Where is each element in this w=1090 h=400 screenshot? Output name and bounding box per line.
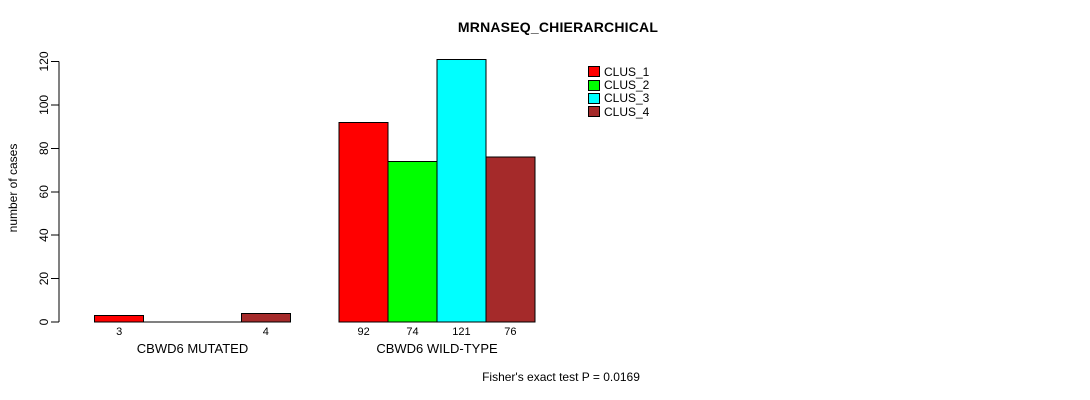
bar-value-label: 4	[263, 326, 269, 338]
bar-clus_3-group-1	[436, 58, 487, 323]
group-label: CBWD6 MUTATED	[137, 341, 248, 356]
y-tick-label: 120	[37, 51, 51, 71]
bar-value-label: 74	[406, 326, 418, 338]
bar-clus_1-group-0	[94, 314, 145, 323]
bar-value-label: 121	[452, 326, 470, 338]
bar-clus_1-group-1	[338, 121, 389, 323]
y-tick-label: 40	[37, 228, 51, 242]
legend-swatch-clus-4-icon	[588, 106, 600, 118]
y-tick-label: 100	[37, 95, 51, 115]
bar-value-label: 76	[504, 326, 516, 338]
legend-label-clus-1: CLUS_1	[604, 64, 650, 79]
legend-item-clus-4: CLUS_4	[588, 105, 649, 118]
legend-item-clus-3: CLUS_3	[588, 92, 649, 105]
legend-swatch-clus-1-icon	[588, 66, 600, 78]
legend: CLUS_1 CLUS_2 CLUS_3 CLUS_4	[588, 65, 649, 119]
pvalue-annotation: Fisher's exact test P = 0.0169	[482, 370, 640, 384]
legend-label-clus-2: CLUS_2	[604, 78, 650, 93]
legend-label-clus-3: CLUS_3	[604, 91, 650, 106]
bar-value-label: 92	[358, 326, 370, 338]
bar-clus_2-group-1	[387, 160, 438, 323]
chart-title: MRNASEQ_CHIERARCHICAL	[457, 19, 659, 35]
y-tick-label: 60	[37, 185, 51, 199]
y-tick-label: 20	[37, 272, 51, 286]
legend-item-clus-1: CLUS_1	[588, 65, 649, 78]
legend-swatch-clus-3-icon	[588, 92, 600, 104]
y-tick-label: 80	[37, 141, 51, 155]
legend-swatch-clus-2-icon	[588, 79, 600, 91]
y-tick-label: 0	[37, 318, 51, 325]
bar-clus_4-group-0	[240, 312, 291, 323]
group-label: CBWD6 WILD-TYPE	[376, 341, 498, 356]
bar-clus_4-group-1	[485, 156, 536, 323]
bar-value-label: 3	[116, 326, 122, 338]
y-axis-title: number of cases	[6, 144, 20, 233]
legend-item-clus-2: CLUS_2	[588, 78, 649, 91]
legend-label-clus-4: CLUS_4	[604, 104, 650, 119]
